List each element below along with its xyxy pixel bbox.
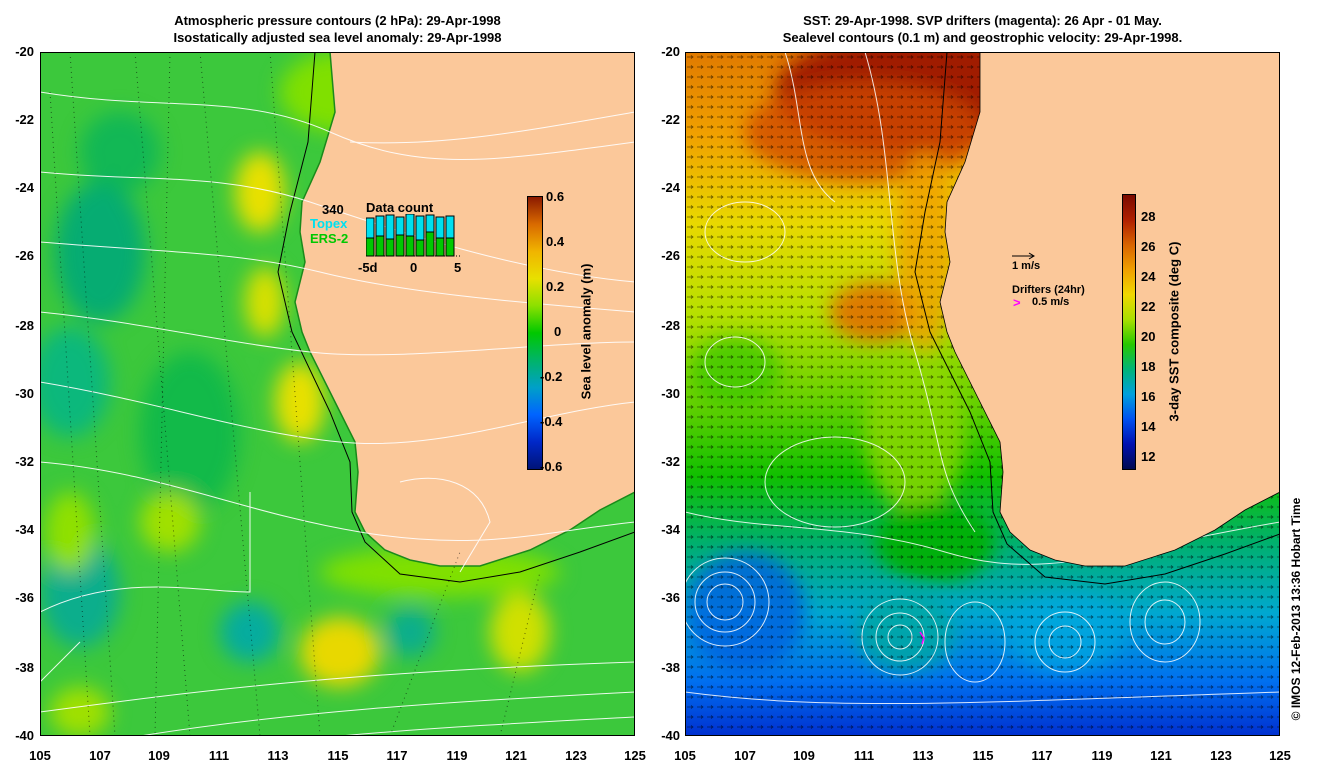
right-colorbar bbox=[1122, 194, 1136, 470]
y-tick: -38 bbox=[15, 660, 34, 675]
y-tick: -40 bbox=[661, 728, 680, 743]
x-tick: 121 bbox=[505, 748, 527, 763]
y-tick: -28 bbox=[661, 318, 680, 333]
data-count-inset: 340 Topex ERS-2 Data count -5d 0 5 bbox=[306, 198, 466, 280]
y-tick: -20 bbox=[661, 44, 680, 59]
y-tick: -24 bbox=[15, 180, 34, 195]
x-tick: 111 bbox=[853, 748, 875, 763]
y-tick: -40 bbox=[15, 728, 34, 743]
left-cb-tick: -0.6 bbox=[540, 459, 563, 474]
right-cb-tick: 12 bbox=[1141, 449, 1156, 464]
x-tick: 109 bbox=[793, 748, 815, 763]
x-tick: 105 bbox=[29, 748, 51, 763]
right-colorbar-label: 3-day SST composite (deg C) bbox=[1166, 241, 1182, 422]
y-tick: -30 bbox=[15, 386, 34, 401]
y-tick: -36 bbox=[661, 590, 680, 605]
x-tick: 109 bbox=[148, 748, 170, 763]
right-cb-tick: 28 bbox=[1141, 209, 1156, 224]
right-cb-tick: 14 bbox=[1141, 419, 1156, 434]
data-count-bars bbox=[366, 214, 462, 257]
velocity-legend: 1 m/s Drifters (24hr) > 0.5 m/s bbox=[1010, 252, 1120, 312]
australia-land-right bbox=[939, 52, 1280, 567]
data-count-value: 340 bbox=[322, 202, 344, 217]
x-tick: 117 bbox=[1031, 748, 1053, 763]
x-tick: 115 bbox=[972, 748, 994, 763]
y-tick: -34 bbox=[661, 522, 680, 537]
left-colorbar-label: Sea level anomaly (m) bbox=[578, 263, 594, 400]
shelf-break bbox=[277, 52, 635, 583]
right-cb-tick: 22 bbox=[1141, 299, 1156, 314]
right-cb-tick: 18 bbox=[1141, 359, 1156, 374]
drifters-label: Drifters (24hr) bbox=[1012, 284, 1085, 296]
right-cb-tick: 20 bbox=[1141, 329, 1156, 344]
x-tick: 119 bbox=[1091, 748, 1113, 763]
y-tick: -26 bbox=[15, 248, 34, 263]
topex-label: Topex bbox=[310, 216, 348, 231]
left-cb-tick: -0.2 bbox=[540, 369, 563, 384]
y-tick: -28 bbox=[15, 318, 34, 333]
left-cb-tick: -0.4 bbox=[540, 414, 563, 429]
x-tick: 111 bbox=[208, 748, 230, 763]
right-cb-tick: 26 bbox=[1141, 239, 1156, 254]
y-tick: -22 bbox=[15, 112, 34, 127]
drifter-track bbox=[919, 631, 925, 645]
velocity-scale-label: 1 m/s bbox=[1012, 260, 1041, 272]
left-cb-tick: 0.6 bbox=[546, 189, 565, 204]
left-title-line1: Atmospheric pressure contours (2 hPa): 2… bbox=[174, 13, 501, 28]
y-tick: -38 bbox=[661, 660, 680, 675]
x-tick: 123 bbox=[565, 748, 587, 763]
y-tick: -30 bbox=[661, 386, 680, 401]
left-colorbar-ticks: 0.6 0.4 0.2 0 -0.2 -0.4 -0.6 bbox=[540, 189, 576, 479]
footer-credit: © IMOS 12-Feb-2013 13:36 Hobart Time bbox=[1289, 497, 1303, 721]
y-tick: -32 bbox=[15, 454, 34, 469]
right-cb-tick: 16 bbox=[1141, 389, 1156, 404]
x-tick: 123 bbox=[1210, 748, 1232, 763]
x-tick: 119 bbox=[446, 748, 468, 763]
inset-tick-0: 0 bbox=[410, 260, 418, 275]
data-count-title: Data count bbox=[366, 200, 434, 215]
pressure-contours bbox=[40, 91, 635, 736]
y-tick: -22 bbox=[661, 112, 680, 127]
shelf-break-right bbox=[914, 52, 1280, 585]
x-tick: 125 bbox=[624, 748, 646, 763]
x-tick: 113 bbox=[912, 748, 934, 763]
x-tick: 107 bbox=[89, 748, 111, 763]
drifter-speed-label: 0.5 m/s bbox=[1032, 296, 1070, 308]
inset-tick-minus5: -5d bbox=[358, 260, 378, 275]
ers2-label: ERS-2 bbox=[310, 231, 349, 246]
velocity-arrow-icon bbox=[1012, 252, 1035, 260]
left-cb-tick: 0.4 bbox=[546, 234, 565, 249]
left-cb-tick: 0 bbox=[554, 324, 562, 339]
inset-tick-5: 5 bbox=[454, 260, 462, 275]
x-tick: 113 bbox=[267, 748, 289, 763]
footer-credit-box: © IMOS 12-Feb-2013 13:36 Hobart Time bbox=[1283, 462, 1309, 762]
left-cb-tick: 0.2 bbox=[546, 279, 565, 294]
y-tick: -34 bbox=[15, 522, 34, 537]
right-cb-tick: 24 bbox=[1141, 269, 1156, 284]
x-tick: 115 bbox=[327, 748, 349, 763]
right-title-line1: SST: 29-Apr-1998. SVP drifters (magenta)… bbox=[803, 13, 1162, 28]
right-title: SST: 29-Apr-1998. SVP drifters (magenta)… bbox=[685, 12, 1280, 46]
x-tick: 107 bbox=[734, 748, 756, 763]
y-tick: -26 bbox=[661, 248, 680, 263]
y-tick: -36 bbox=[15, 590, 34, 605]
right-map bbox=[685, 52, 1280, 736]
x-tick: 121 bbox=[1150, 748, 1172, 763]
y-tick: -20 bbox=[15, 44, 34, 59]
y-tick: -32 bbox=[661, 454, 680, 469]
y-tick: -24 bbox=[661, 180, 680, 195]
x-tick: 105 bbox=[674, 748, 696, 763]
drifter-arrow-icon: > bbox=[1013, 295, 1021, 310]
left-title-line2: Isostatically adjusted sea level anomaly… bbox=[173, 30, 502, 45]
left-colorbar bbox=[527, 196, 543, 470]
left-title: Atmospheric pressure contours (2 hPa): 2… bbox=[40, 12, 635, 46]
x-tick: 125 bbox=[1269, 748, 1291, 763]
right-title-line2: Sealevel contours (0.1 m) and geostrophi… bbox=[782, 30, 1183, 45]
x-tick: 117 bbox=[386, 748, 408, 763]
satellite-tracks bbox=[49, 52, 541, 736]
right-colorbar-ticks: 28 26 24 22 20 18 16 14 12 bbox=[1141, 203, 1165, 464]
